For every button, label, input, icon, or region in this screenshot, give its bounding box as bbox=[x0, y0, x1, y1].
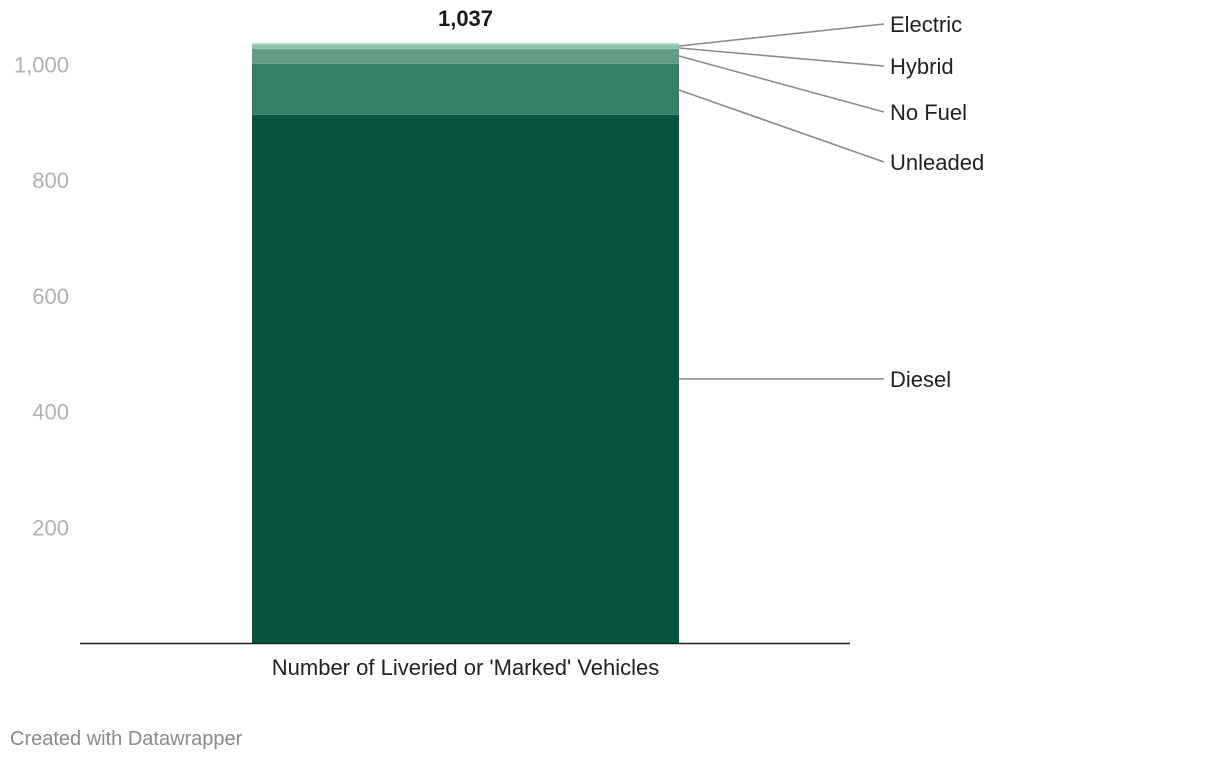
y-tick-label: 600 bbox=[32, 284, 69, 309]
bar-segment-electric bbox=[252, 42, 679, 45]
leader-line-unleaded bbox=[678, 89, 885, 163]
series-label-no-fuel: No Fuel bbox=[890, 100, 967, 125]
series-label-electric: Electric bbox=[890, 12, 962, 37]
y-tick-label: 800 bbox=[32, 168, 69, 193]
y-tick-label: 200 bbox=[32, 515, 69, 540]
x-category-label: Number of Liveried or 'Marked' Vehicles bbox=[272, 655, 659, 680]
footer-credit[interactable]: Created with Datawrapper bbox=[10, 728, 243, 750]
series-label-diesel: Diesel bbox=[890, 367, 951, 392]
leader-line-no-fuel bbox=[678, 55, 885, 113]
leader-line-electric bbox=[678, 23, 885, 47]
y-tick-label: 1,000 bbox=[14, 52, 69, 77]
y-tick-label: 400 bbox=[32, 400, 69, 425]
series-label-hybrid: Hybrid bbox=[890, 54, 954, 79]
series-label-unleaded: Unleaded bbox=[890, 150, 984, 175]
bar-segment-hybrid bbox=[252, 44, 679, 49]
bar-segment-diesel bbox=[252, 114, 679, 643]
total-value-label: 1,037 bbox=[438, 6, 493, 31]
bar-segment-no-fuel bbox=[252, 48, 679, 64]
leader-line-hybrid bbox=[678, 47, 885, 67]
bar-segment-unleaded bbox=[252, 63, 679, 115]
